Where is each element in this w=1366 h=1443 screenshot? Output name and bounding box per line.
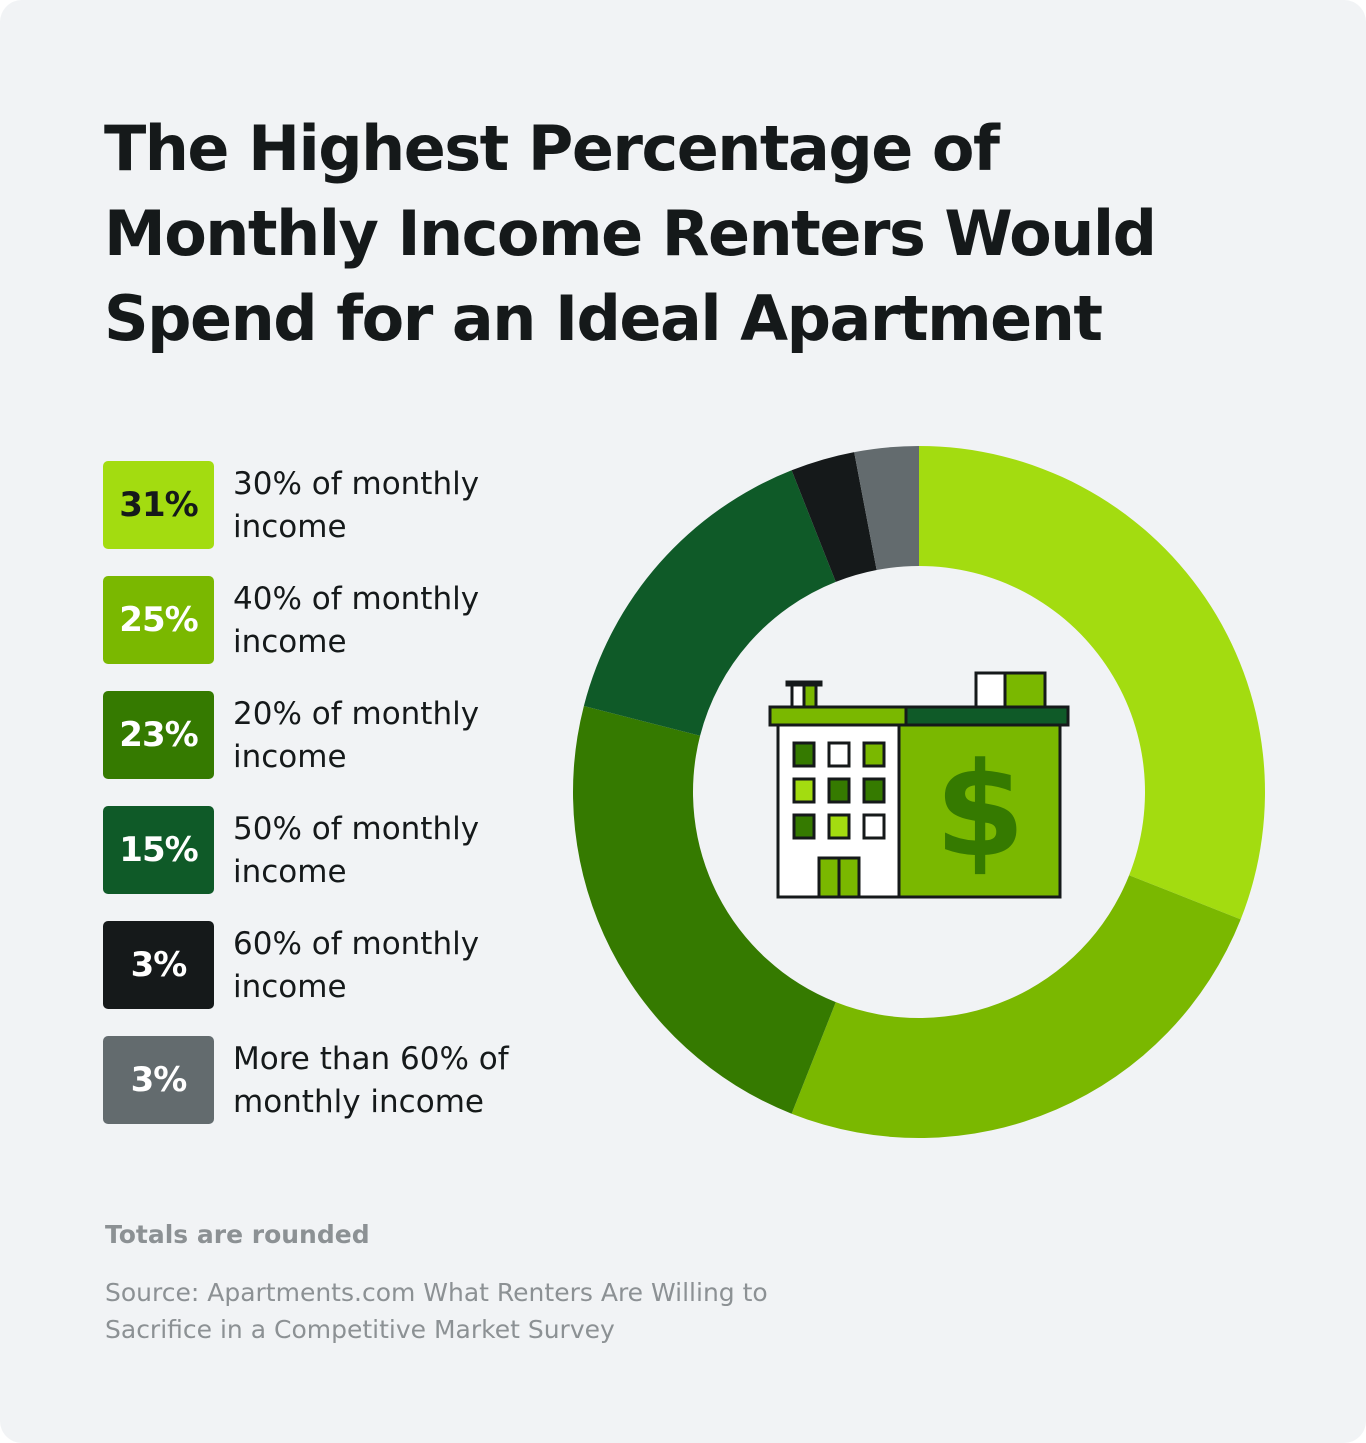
legend-item: 3% 60% of monthly income xyxy=(103,921,563,1009)
legend-label: 60% of monthly income xyxy=(233,926,480,1005)
legend-label: 30% of monthly income xyxy=(233,466,480,545)
legend-value-badge: 3% xyxy=(103,921,214,1009)
legend-value-badge: 23% xyxy=(103,691,214,779)
footnote: Totals are rounded xyxy=(105,1220,370,1249)
donut-slice xyxy=(854,446,919,571)
donut-slice xyxy=(573,705,836,1114)
legend-value-badge: 25% xyxy=(103,576,214,664)
chart-title: The Highest Percentage of Monthly Income… xyxy=(104,112,1157,355)
legend-item: 15% 50% of monthly income xyxy=(103,806,563,894)
legend-item: 31% 30% of monthly income xyxy=(103,461,563,549)
legend-item: 23% 20% of monthly income xyxy=(103,691,563,779)
donut-slice xyxy=(919,446,1265,920)
dollar-sign-icon: $ xyxy=(935,734,1025,886)
legend-label: 40% of monthly income xyxy=(233,581,480,660)
donut-slice xyxy=(791,452,877,582)
legend-label: 50% of monthly income xyxy=(233,811,480,890)
legend-label: More than 60% of monthly income xyxy=(233,1041,509,1120)
legend-value-badge: 31% xyxy=(103,461,214,549)
legend-value-badge: 3% xyxy=(103,1036,214,1124)
legend-item: 3% More than 60% of monthly income xyxy=(103,1036,563,1124)
legend-value-badge: 15% xyxy=(103,806,214,894)
legend-item: 25% 40% of monthly income xyxy=(103,576,563,664)
donut-slice xyxy=(791,875,1241,1138)
source-note: Source: Apartments.com What Renters Are … xyxy=(105,1278,768,1344)
apartment-building-dollar-icon: $ xyxy=(768,671,1070,899)
legend-label: 20% of monthly income xyxy=(233,696,480,775)
donut-slice xyxy=(583,470,836,736)
